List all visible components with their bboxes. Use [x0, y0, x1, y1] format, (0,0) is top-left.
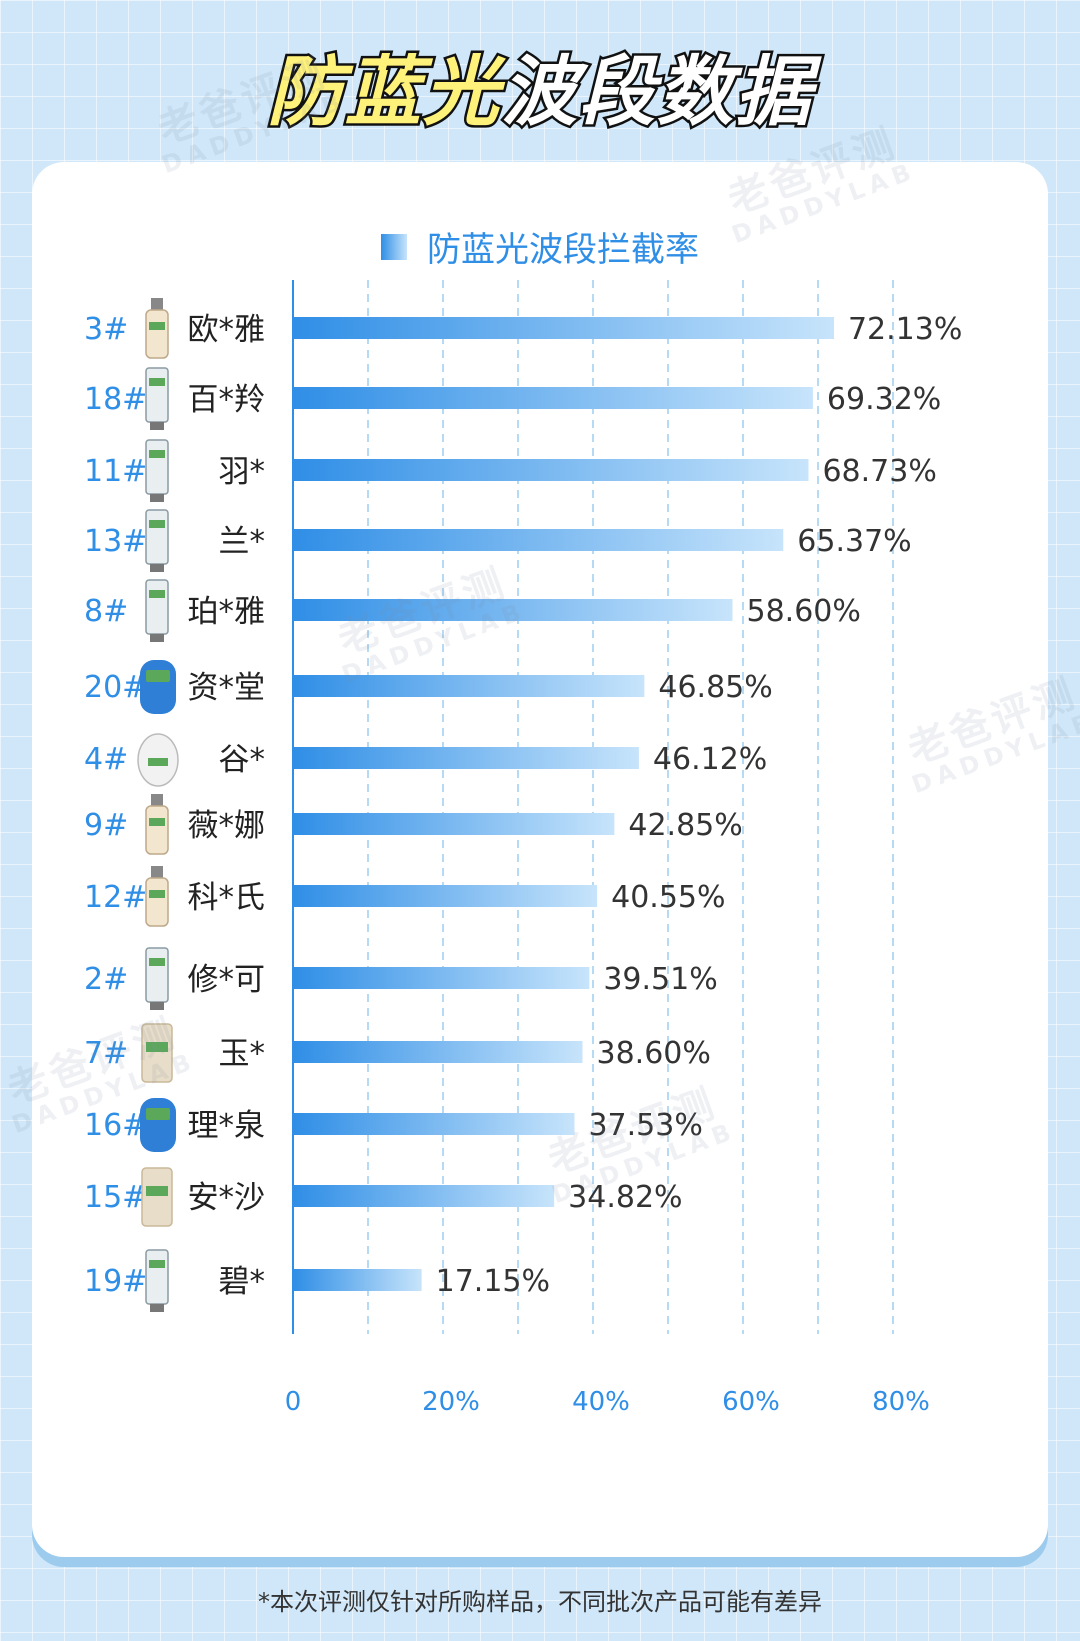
bar	[293, 747, 639, 769]
tube-icon	[145, 509, 169, 572]
bar	[293, 387, 813, 409]
bar-value-label: 72.13%	[848, 312, 962, 347]
bar-value-label: 58.60%	[747, 594, 861, 629]
bar	[293, 317, 834, 339]
row-index-label: 19#	[84, 1264, 147, 1299]
spray-bottle-icon	[145, 298, 169, 359]
title-part2: 波段数据	[499, 45, 814, 139]
row-index-label: 12#	[84, 880, 147, 915]
x-tick-label: 60%	[722, 1387, 780, 1417]
bar	[293, 885, 598, 907]
bottle-icon	[140, 660, 176, 714]
bar-value-label: 46.12%	[653, 742, 767, 777]
row-index-label: 2#	[84, 962, 128, 997]
row-product-name: 百*羚	[188, 382, 266, 418]
bar	[293, 1113, 575, 1135]
chart-legend: 防蓝光波段拦截率	[32, 222, 1048, 271]
row-index-label: 11#	[84, 454, 147, 489]
bar-value-label: 38.60%	[597, 1036, 711, 1071]
stick-icon	[141, 1167, 173, 1227]
bar-value-label: 68.73%	[822, 454, 936, 489]
row-product-name: 兰*	[219, 524, 266, 560]
row-product-name: 玉*	[219, 1036, 266, 1072]
row-index-label: 18#	[84, 382, 147, 417]
bar-value-label: 17.15%	[436, 1264, 550, 1299]
row-product-name: 安*沙	[188, 1180, 266, 1216]
spray-bottle-icon	[145, 866, 169, 927]
bar	[293, 1269, 422, 1291]
bar	[293, 529, 784, 551]
legend-swatch	[381, 233, 407, 260]
spray-bottle-icon	[145, 794, 169, 855]
tube-icon	[145, 439, 169, 502]
bar	[293, 1185, 555, 1207]
row-product-name: 羽*	[219, 454, 266, 490]
x-tick-label: 80%	[872, 1387, 930, 1417]
bar	[293, 675, 645, 697]
bar-value-label: 40.55%	[611, 880, 725, 915]
row-product-name: 理*泉	[188, 1108, 266, 1144]
row-product-name: 碧*	[219, 1264, 266, 1300]
row-index-label: 15#	[84, 1180, 147, 1215]
row-index-label: 16#	[84, 1108, 147, 1143]
page-title: 防蓝光波段数据	[0, 30, 1080, 140]
legend-label: 防蓝光波段拦截率	[427, 230, 699, 270]
bar-value-label: 65.37%	[797, 524, 911, 559]
x-tick-label: 40%	[572, 1387, 630, 1417]
bar	[293, 459, 809, 481]
bar-value-label: 69.32%	[827, 382, 941, 417]
row-index-label: 7#	[84, 1036, 128, 1071]
pouch-icon	[137, 733, 179, 787]
bar	[293, 599, 733, 621]
x-tick-label: 20%	[422, 1387, 480, 1417]
tube-icon	[145, 947, 169, 1010]
row-index-label: 8#	[84, 594, 128, 629]
chart-card: 防蓝光波段拦截率 0 20% 40% 60% 80% 3# 欧*雅 72.13% 18# 百*羚 6…	[32, 162, 1048, 1557]
tube-icon	[145, 579, 169, 642]
bar-value-label: 46.85%	[658, 670, 772, 705]
tube-icon	[145, 1249, 169, 1312]
x-tick-label: 0	[285, 1387, 302, 1417]
bar-value-label: 39.51%	[603, 962, 717, 997]
stick-icon	[141, 1023, 173, 1083]
row-product-name: 欧*雅	[188, 312, 266, 348]
row-index-label: 13#	[84, 524, 147, 559]
row-index-label: 20#	[84, 670, 147, 705]
row-index-label: 4#	[84, 742, 128, 777]
row-product-name: 资*堂	[188, 670, 266, 706]
row-product-name: 薇*娜	[188, 808, 266, 844]
bar-value-label: 34.82%	[568, 1180, 682, 1215]
footnote: *本次评测仅针对所购样品，不同批次产品可能有差异	[258, 1588, 822, 1616]
bar-chart: 0 20% 40% 60% 80% 3# 欧*雅 72.13% 18# 百*羚 69.32% 11# 羽…	[84, 280, 962, 1417]
tube-icon	[145, 367, 169, 430]
bar	[293, 967, 590, 989]
row-index-label: 9#	[84, 808, 128, 843]
bar-value-label: 37.53%	[588, 1108, 702, 1143]
bar	[293, 813, 615, 835]
row-product-name: 科*氏	[188, 880, 266, 916]
bar	[293, 1041, 583, 1063]
row-product-name: 修*可	[188, 962, 266, 998]
title-part1: 防蓝光	[265, 45, 502, 139]
row-product-name: 珀*雅	[188, 594, 266, 630]
bar-value-label: 42.85%	[628, 808, 742, 843]
row-index-label: 3#	[84, 312, 128, 347]
bottle-icon	[140, 1098, 176, 1152]
row-product-name: 谷*	[219, 742, 266, 778]
